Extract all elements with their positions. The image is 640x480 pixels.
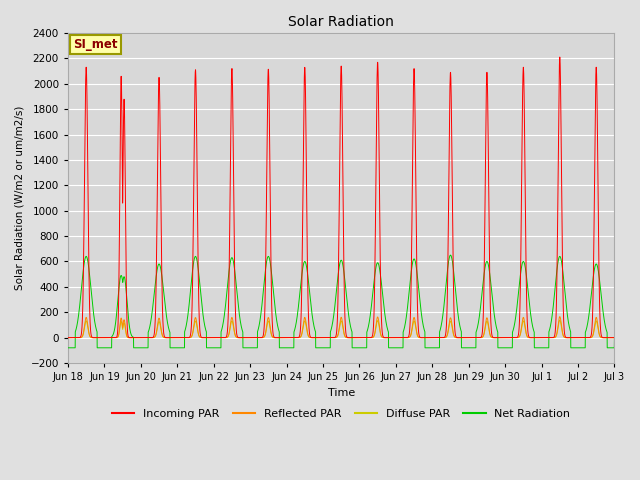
X-axis label: Time: Time [328, 388, 355, 397]
Legend: Incoming PAR, Reflected PAR, Diffuse PAR, Net Radiation: Incoming PAR, Reflected PAR, Diffuse PAR… [108, 405, 575, 423]
Text: SI_met: SI_met [74, 38, 118, 51]
Title: Solar Radiation: Solar Radiation [288, 15, 394, 29]
Y-axis label: Solar Radiation (W/m2 or um/m2/s): Solar Radiation (W/m2 or um/m2/s) [15, 106, 25, 290]
